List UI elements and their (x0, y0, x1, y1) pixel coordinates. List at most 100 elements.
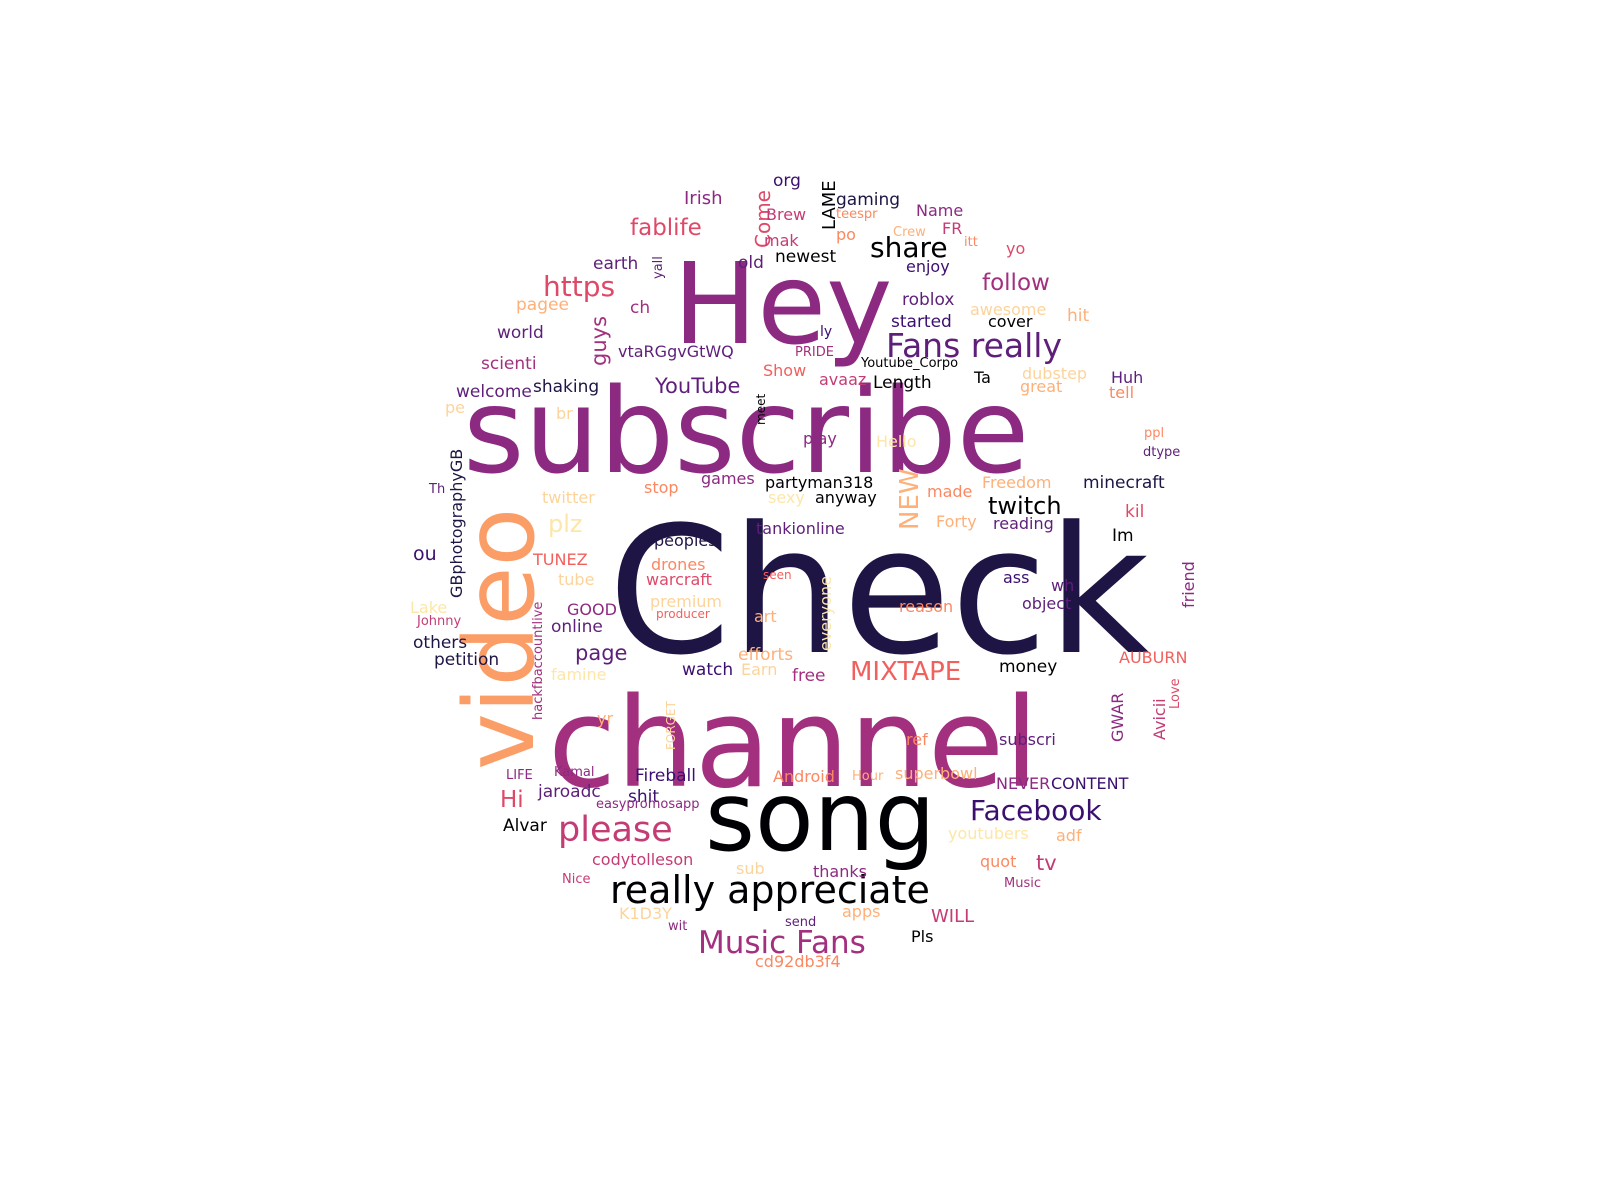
word-k1d3y: K1D3Y (619, 904, 672, 923)
word-vtarggvgtwq: vtaRGgvGtWQ (618, 342, 734, 361)
word-free: free (792, 666, 826, 686)
word-page: page (575, 641, 627, 665)
word-gwar: GWAR (1108, 693, 1127, 742)
word-world: world (497, 323, 544, 343)
word-ass: ass (1003, 568, 1029, 587)
word-good: GOOD (567, 600, 617, 619)
word-android: Android (773, 767, 835, 786)
word-cover: cover (988, 312, 1033, 331)
word-reading: reading (993, 514, 1054, 533)
word-online: online (551, 617, 603, 637)
word-youtubers: youtubers (948, 824, 1029, 843)
word-gaming: gaming (836, 190, 900, 210)
word-content: CONTENT (1051, 774, 1129, 793)
word-great: great (1020, 377, 1062, 396)
word-thanks: thanks (813, 862, 867, 881)
word-fireball: Fireball (635, 766, 696, 786)
word-crew: Crew (893, 225, 926, 240)
word-art: art (754, 607, 777, 626)
word-dtype: dtype (1143, 445, 1180, 460)
word-pls: Pls (911, 927, 933, 946)
word-play: play (803, 429, 837, 448)
word-wit: wit (668, 919, 687, 934)
word-earth: earth (593, 254, 638, 274)
word-shit: shit (628, 787, 659, 807)
word-ta: Ta (973, 368, 991, 387)
word-games: games (701, 469, 755, 488)
word-minecraft: minecraft (1083, 473, 1165, 493)
word-enjoy: enjoy (906, 257, 950, 276)
word-hey: Hey (673, 240, 892, 370)
word-alvar: Alvar (503, 816, 547, 836)
word-name: Name (916, 201, 963, 220)
word-yall: yall (651, 256, 666, 279)
word-started: started (891, 312, 952, 332)
word-drones: drones (651, 555, 706, 574)
word-hackfbaccountlive: hackfbaccountlive (531, 602, 546, 720)
word-apps: apps (842, 902, 880, 921)
word-pagee: pagee (516, 295, 569, 315)
word-fablife: fablife (630, 215, 702, 241)
word-adf: adf (1056, 826, 1082, 845)
word-teespr: teespr (836, 207, 878, 222)
word-tube: tube (558, 570, 594, 589)
word-ly: ly (820, 324, 832, 340)
word-twitter: twitter (542, 488, 595, 507)
word-new: NEW (895, 468, 925, 530)
word-please: please (558, 810, 673, 850)
word-will: WILL (931, 906, 974, 927)
word-partyman318: partyman318 (765, 473, 873, 492)
word-sexy: sexy (768, 488, 805, 507)
word-sub: sub (736, 859, 765, 878)
word-hi: Hi (500, 787, 524, 813)
word-nice: Nice (562, 872, 590, 887)
word-never: NEVER (996, 774, 1050, 793)
word-friend: friend (1179, 561, 1198, 608)
word-others: others (413, 633, 467, 653)
word-mak: mak (764, 231, 799, 250)
word-ref: ref (906, 730, 928, 749)
word-th: Th (428, 482, 445, 497)
word-welcome: welcome (456, 382, 532, 402)
word-reason: reason (899, 597, 953, 616)
word-plz: plz (548, 510, 583, 538)
word-meet: meet (754, 394, 768, 425)
word-subscribe: subscribe (463, 362, 1029, 500)
word-newest: newest (775, 247, 836, 267)
word-stop: stop (644, 478, 679, 497)
word-length: Length (873, 373, 932, 393)
word-old: old (738, 253, 764, 273)
word-seen: seen (763, 568, 792, 582)
word-video: video (444, 508, 556, 770)
word-pride: PRIDE (795, 345, 834, 360)
word-follow: follow (982, 270, 1050, 296)
word-watch: watch (682, 660, 733, 680)
word-money: money (999, 657, 1057, 677)
word-roblox: roblox (902, 290, 954, 310)
word-itt: itt (964, 235, 978, 250)
word-jaroadc: jaroadc (537, 782, 601, 802)
word-dubstep: dubstep (1022, 364, 1087, 383)
word-send: send (785, 915, 816, 930)
word-yo: yo (1006, 239, 1025, 258)
word-cd92db3f4: cd92db3f4 (755, 952, 841, 971)
word-youtube: YouTube (654, 374, 740, 398)
word-avicii: Avicii (1150, 698, 1169, 740)
word-made: made (927, 482, 972, 501)
word-fans-really: Fans really (886, 326, 1062, 365)
word-https: https (543, 270, 615, 303)
word-superbowl: superbowl (895, 764, 978, 783)
word-famine: famine (551, 665, 606, 684)
word-guys: guys (587, 316, 611, 366)
word-really-appreciate: really appreciate (610, 868, 930, 912)
word-po: po (836, 225, 856, 244)
word-efforts: efforts (738, 645, 793, 665)
word-hour: Hour (852, 769, 884, 784)
word-twitch: twitch (988, 492, 1062, 520)
word-facebook: Facebook (970, 794, 1102, 827)
word-huh: Huh (1111, 368, 1143, 387)
word-johnny: Johnny (416, 614, 462, 629)
word-auburn: AUBURN (1119, 648, 1187, 667)
word-fr: FR (942, 219, 962, 238)
word-forget: FORGET (664, 700, 678, 750)
